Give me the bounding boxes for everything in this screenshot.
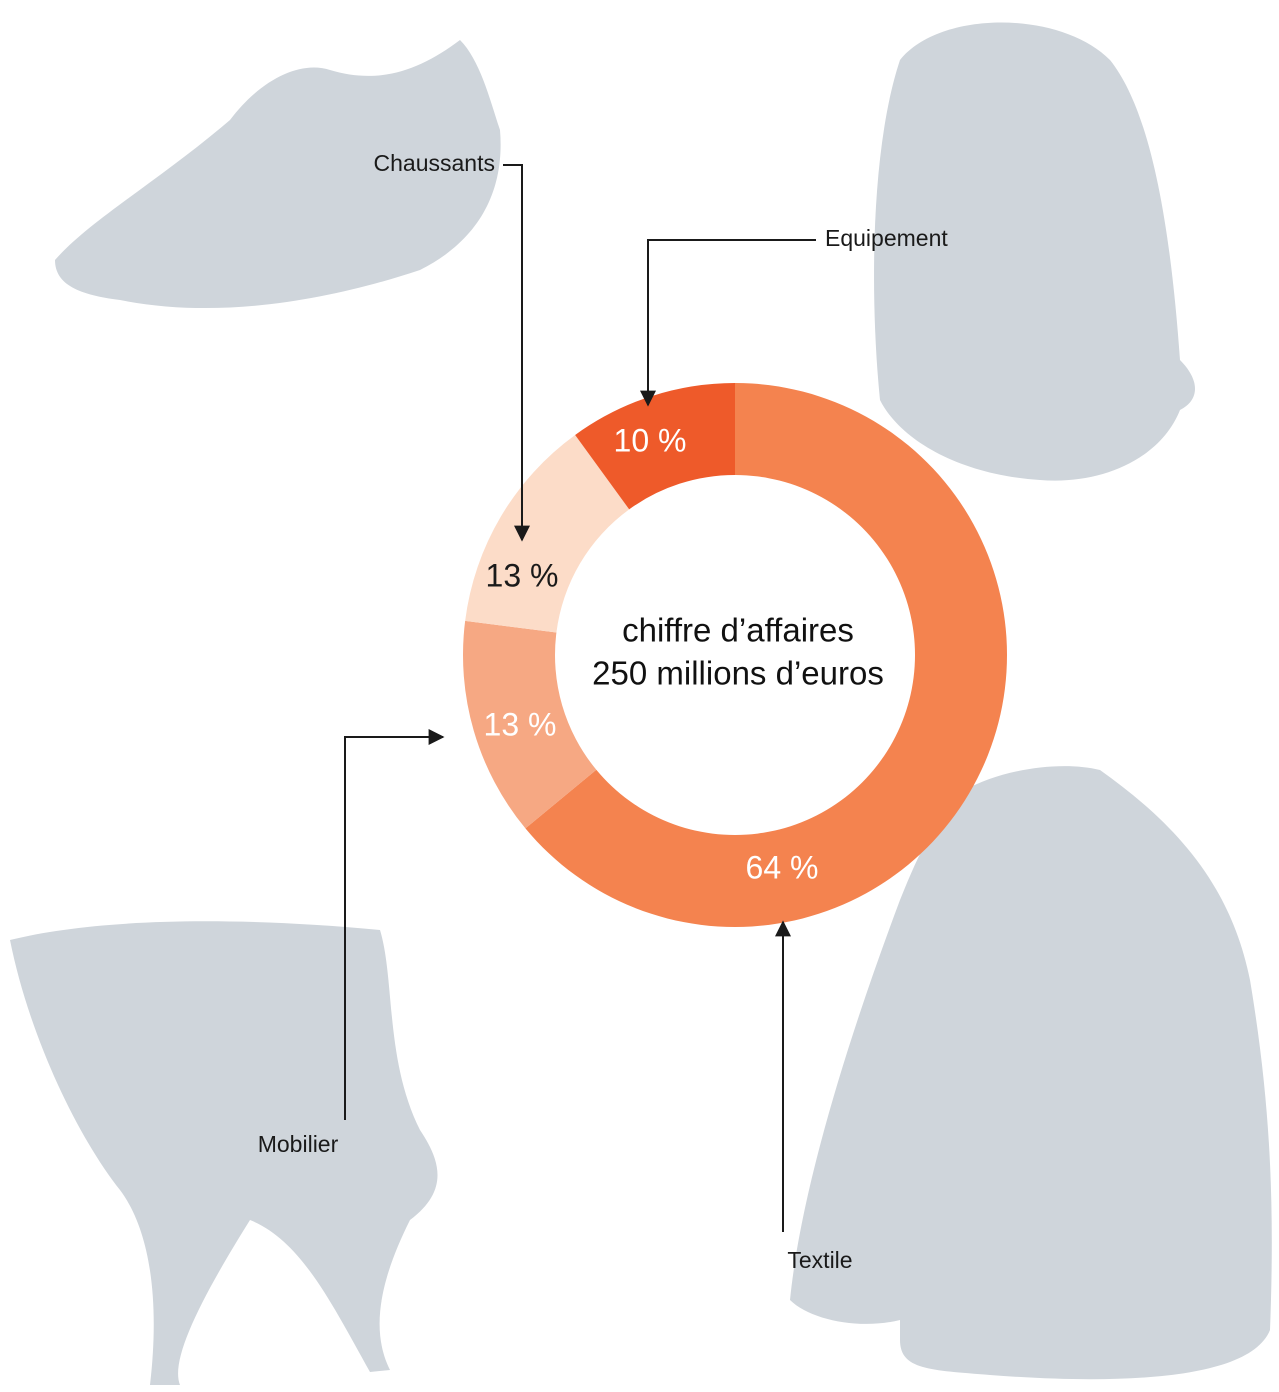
category-label: Mobilier — [258, 1131, 339, 1157]
value-label: 64 % — [746, 849, 819, 885]
leader-arrow — [503, 164, 530, 542]
donut-slice — [525, 383, 1008, 928]
category-label: Textile — [787, 1247, 852, 1273]
value-label: 13 % — [484, 706, 557, 742]
donut-slice — [463, 620, 597, 829]
center-line: 250 millions d’euros — [592, 655, 884, 692]
backpack-illustration — [874, 22, 1195, 481]
donut-slice — [575, 383, 735, 510]
leader-arrow — [344, 729, 445, 1120]
donut-slice — [465, 434, 630, 633]
background-illustrations — [10, 22, 1272, 1385]
category-label: Chaussants — [374, 150, 495, 176]
category-label: Equipement — [825, 225, 948, 251]
shoe-illustration — [55, 40, 501, 309]
chair-illustration — [10, 921, 438, 1385]
value-label: 10 % — [614, 422, 687, 458]
leader-arrow — [640, 239, 816, 407]
donut — [463, 383, 1008, 928]
jacket-illustration — [790, 766, 1272, 1380]
value-label: 13 % — [486, 557, 559, 593]
center-line: chiffre d’affaires — [622, 612, 854, 649]
